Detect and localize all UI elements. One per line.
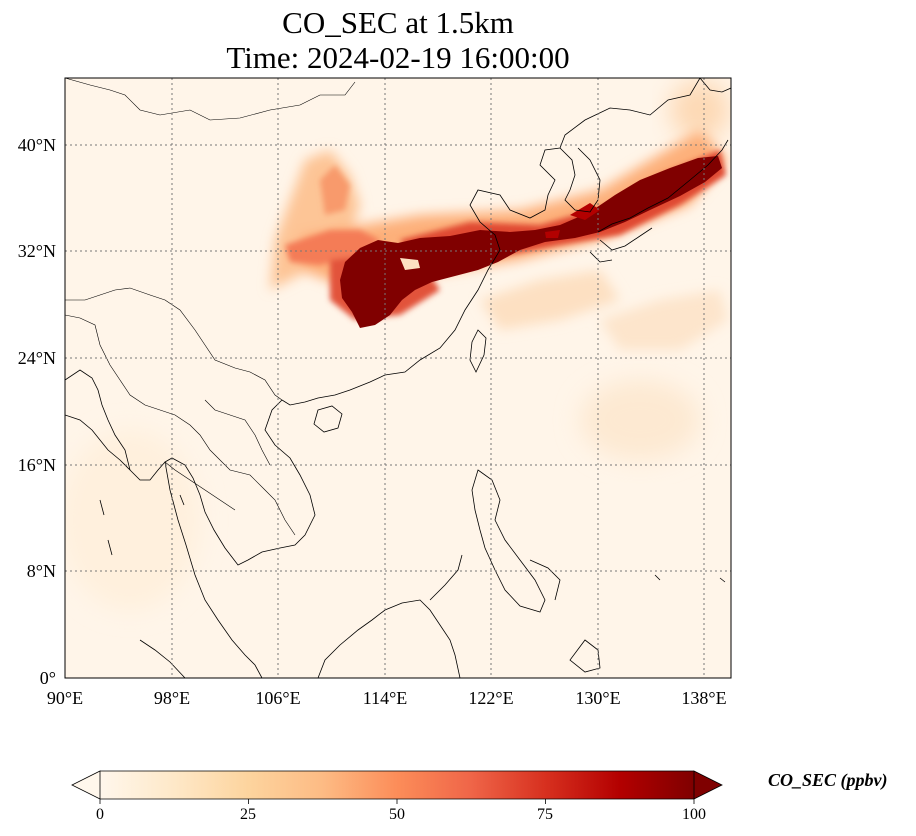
map-frame <box>64 77 732 679</box>
colorbar-tick-label: 100 <box>682 806 706 823</box>
y-tick-label: 40°N <box>17 135 56 155</box>
colorbar <box>71 770 723 804</box>
colorbar-title: CO_SEC (ppbv) <box>768 770 888 790</box>
x-tick-label: 122°E <box>468 688 514 708</box>
x-tick-label: 90°E <box>46 688 84 708</box>
colorbar-tick-label: 50 <box>389 806 405 823</box>
colorbar-tick-label: 75 <box>537 806 553 823</box>
y-tick-label: 16°N <box>17 455 56 475</box>
country-borders <box>65 78 356 536</box>
x-tick-label: 130°E <box>575 688 621 708</box>
map-timestamp: Time: 2024-02-19 16:00:00 <box>226 40 570 75</box>
colorbar-tick-label: 0 <box>96 806 104 823</box>
x-tick-label: 98°E <box>153 688 191 708</box>
y-tick-label: 8°N <box>26 561 56 581</box>
x-tick-label: 114°E <box>362 688 408 708</box>
coastlines <box>65 78 731 678</box>
gridlines <box>65 78 731 678</box>
colorbar-tick-label: 25 <box>240 806 256 823</box>
x-tick-label: 138°E <box>681 688 727 708</box>
y-tick-label: 32°N <box>17 241 56 261</box>
concentration-field <box>65 78 731 678</box>
y-tick-label: 0° <box>39 668 56 688</box>
map-title: CO_SEC at 1.5km <box>282 5 514 40</box>
x-tick-label: 106°E <box>255 688 301 708</box>
y-tick-label: 24°N <box>17 348 56 368</box>
